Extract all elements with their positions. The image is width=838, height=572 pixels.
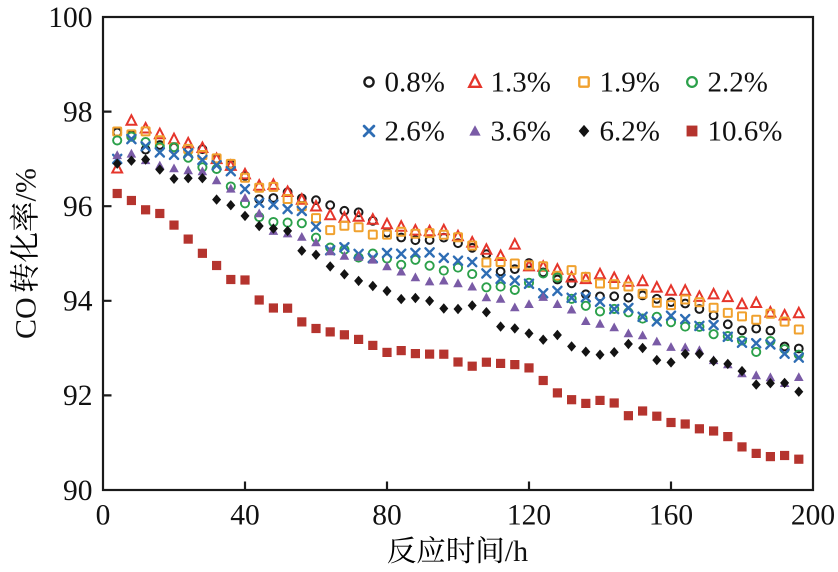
svg-text:94: 94 <box>63 286 93 318</box>
svg-text:/h: /h <box>505 535 528 568</box>
svg-text:2.6%: 2.6% <box>385 116 445 148</box>
svg-text:/%: /% <box>10 168 43 201</box>
svg-text:98: 98 <box>63 96 93 128</box>
svg-text:3.6%: 3.6% <box>491 116 551 148</box>
svg-text:200: 200 <box>791 500 835 532</box>
svg-text:2.2%: 2.2% <box>708 67 768 99</box>
svg-text:0: 0 <box>96 500 111 532</box>
svg-text:40: 40 <box>230 500 260 532</box>
svg-text:1.3%: 1.3% <box>491 67 551 99</box>
svg-text:96: 96 <box>63 191 93 223</box>
svg-text:1.9%: 1.9% <box>600 67 660 99</box>
svg-text:6.2%: 6.2% <box>600 116 660 148</box>
svg-text:92: 92 <box>63 380 93 412</box>
svg-text:90: 90 <box>63 475 93 507</box>
svg-text:10.6%: 10.6% <box>708 116 783 148</box>
svg-text:120: 120 <box>507 500 551 532</box>
svg-text:0.8%: 0.8% <box>385 67 445 99</box>
svg-text:80: 80 <box>372 500 402 532</box>
svg-text:100: 100 <box>48 2 92 34</box>
svg-text:CO: CO <box>10 297 43 339</box>
svg-text:160: 160 <box>649 500 693 532</box>
